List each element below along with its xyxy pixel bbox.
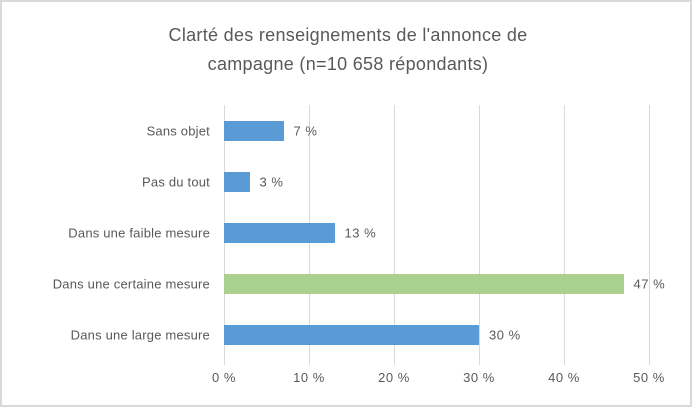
value-label: 13 % <box>344 225 377 240</box>
category-label: Dans une certaine mesure <box>52 276 210 291</box>
value-label: 7 % <box>293 123 318 138</box>
axis-tick <box>394 360 395 365</box>
bar-row: 3 % <box>224 156 649 207</box>
x-axis-label: 40 % <box>548 370 580 385</box>
x-axis-label: 10 % <box>293 370 325 385</box>
bar-row: 7 % <box>224 105 649 156</box>
gridline <box>479 105 480 360</box>
category-label: Pas du tout <box>142 174 210 189</box>
category-label: Sans objet <box>146 123 210 138</box>
axis-tick <box>564 360 565 365</box>
bar-row: 30 % <box>224 309 649 360</box>
bar <box>224 273 624 294</box>
bar <box>224 120 284 141</box>
category-label: Dans une large mesure <box>70 327 210 342</box>
x-axis-label: 0 % <box>212 370 236 385</box>
gridline <box>394 105 395 360</box>
bar-row: 13 % <box>224 207 649 258</box>
gridline <box>649 105 650 360</box>
x-axis-label: 30 % <box>463 370 495 385</box>
chart-title-line-2: campagne (n=10 658 répondants) <box>207 54 489 74</box>
plot-area: 7 % 3 % 13 % 47 % 30 % <box>224 105 665 365</box>
axis-tick <box>479 360 480 365</box>
x-axis-label: 50 % <box>633 370 665 385</box>
bar <box>224 222 335 243</box>
bar-row: 47 % <box>224 258 665 309</box>
gridline <box>564 105 565 360</box>
axis-tick <box>224 360 225 365</box>
value-label: 3 % <box>259 174 284 189</box>
category-label: Dans une faible mesure <box>68 225 210 240</box>
bar <box>224 324 479 345</box>
axis-tick <box>649 360 650 365</box>
value-label: 47 % <box>633 276 666 291</box>
chart-title: Clarté des renseignements de l'annonce d… <box>48 21 648 79</box>
x-axis-label: 20 % <box>378 370 410 385</box>
value-label: 30 % <box>489 327 521 342</box>
axis-tick <box>309 360 310 365</box>
chart-title-line-1: Clarté des renseignements de l'annonce d… <box>168 25 528 45</box>
bar <box>224 171 250 192</box>
